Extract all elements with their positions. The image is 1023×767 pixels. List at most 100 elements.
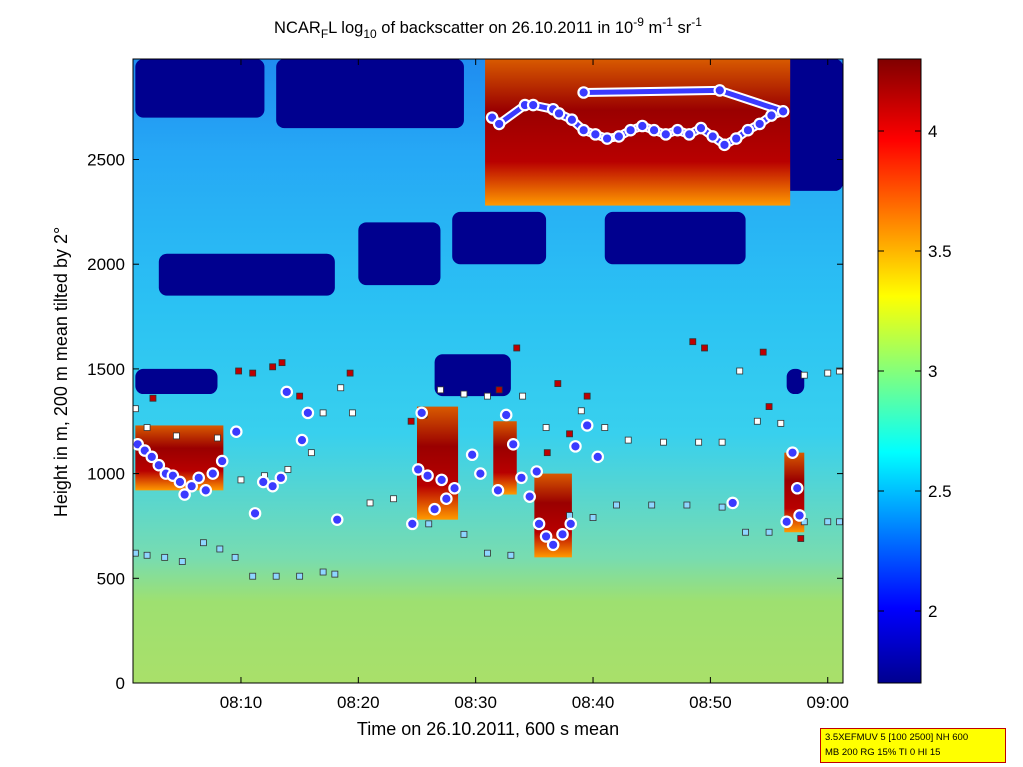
- cloud-base-point: [523, 490, 536, 503]
- cloud-base-point: [301, 406, 315, 420]
- cloud-base-point: [591, 450, 605, 464]
- cloud-base-point: [713, 84, 727, 97]
- cloud-base-point: [465, 448, 479, 462]
- layer-top-point: [824, 518, 832, 526]
- layer-top-point: [824, 369, 832, 377]
- colorbar-tick-label: 2.5: [928, 482, 952, 501]
- cloud-base-point: [564, 517, 578, 531]
- x-tick-label: 08:30: [454, 693, 497, 712]
- layer-top-point: [624, 436, 632, 444]
- cloud-base-point: [729, 132, 743, 145]
- cloud-base-point: [474, 467, 487, 480]
- cloud-base-point: [280, 385, 294, 399]
- cloud-base-point: [178, 488, 191, 501]
- colorbar-ticks: 2 2.5 3 3.5 4: [878, 122, 952, 621]
- layer-top-point: [753, 417, 761, 425]
- layer-top-point: [237, 476, 245, 484]
- layer-top-point: [269, 363, 277, 371]
- layer-top-point: [689, 338, 697, 346]
- layer-top-point: [683, 501, 691, 509]
- layer-top-point: [777, 419, 785, 427]
- layer-top-point: [601, 424, 609, 431]
- layer-top-point: [583, 392, 591, 400]
- x-tick-label: 09:00: [806, 693, 849, 712]
- cloud-base-point: [152, 458, 166, 472]
- layer-top-point: [249, 572, 257, 580]
- layer-top-point: [390, 495, 397, 503]
- layer-top-point: [736, 367, 744, 375]
- layer-top-point: [249, 369, 257, 377]
- cloud-base-point: [530, 465, 544, 478]
- layer-top-point: [319, 409, 327, 417]
- y-tick-label: 1500: [87, 360, 125, 379]
- layer-top-point: [613, 501, 620, 509]
- clear-air-patch: [780, 59, 843, 191]
- layer-top-point: [836, 367, 843, 375]
- cloud-base-point: [506, 437, 520, 451]
- cloud-base-point: [435, 473, 448, 487]
- cloud-base-point: [248, 507, 262, 520]
- cloud-base-point: [215, 454, 229, 468]
- layer-top-point: [797, 535, 805, 542]
- cloud-base-point: [741, 123, 755, 137]
- layer-top-point: [272, 572, 280, 580]
- cloud-base-point: [706, 130, 720, 143]
- layer-top-point: [554, 380, 562, 387]
- layer-top-point: [660, 438, 667, 446]
- layer-top-point: [507, 551, 515, 559]
- cloud-base-point: [780, 515, 793, 529]
- layer-top-point: [484, 549, 491, 557]
- layer-top-point: [836, 518, 843, 526]
- cloud-base-point: [577, 123, 590, 137]
- y-tick-label: 0: [116, 674, 125, 693]
- layer-top-point: [519, 392, 527, 400]
- cloud-base-point: [793, 509, 806, 522]
- cloud-base-point: [659, 128, 673, 141]
- cloud-base-point: [295, 433, 309, 447]
- cloud-base-point: [726, 496, 739, 510]
- layer-top-point: [577, 407, 585, 415]
- cloud-base-point: [428, 502, 441, 516]
- layer-top-point: [765, 403, 773, 410]
- cloud-base-point: [532, 517, 546, 531]
- cloud-base-point: [274, 471, 288, 485]
- layer-top-markers: [133, 338, 843, 580]
- info-line-2: MB 200 RG 15% TI 0 HI 15: [825, 747, 941, 758]
- layer-top-point: [460, 390, 468, 398]
- colorbar-gradient: [877, 58, 922, 684]
- cloud-base-point: [694, 121, 708, 135]
- clear-air-patch: [276, 59, 464, 129]
- layer-top-point: [319, 568, 327, 576]
- layer-top-point: [143, 424, 151, 431]
- x-tick-label: 08:40: [572, 693, 615, 712]
- layer-top-point: [235, 367, 243, 375]
- cloud-base-point: [556, 528, 569, 541]
- layer-top-point: [214, 434, 221, 442]
- cloud-base-point: [682, 128, 696, 141]
- layer-top-point: [589, 514, 597, 521]
- layer-top-point: [143, 551, 151, 559]
- cloud-base-point: [624, 123, 637, 137]
- clear-air-patch: [452, 211, 547, 265]
- cloud-base-point: [671, 123, 684, 137]
- layer-top-point: [437, 386, 444, 394]
- layer-top-point: [349, 409, 356, 417]
- colorbar-tick-label: 3.5: [928, 242, 952, 261]
- cloud-base-point: [415, 406, 428, 420]
- cloud-base-point: [718, 138, 731, 152]
- layer-top-point: [307, 449, 315, 457]
- cloud-base-point: [612, 130, 626, 143]
- cloud-base-point: [565, 113, 579, 127]
- cloud-base-point: [192, 471, 206, 485]
- layer-top-point: [161, 553, 169, 561]
- cloud-base-point: [411, 463, 425, 476]
- cloud-base-point: [580, 419, 594, 432]
- cloud-base-point: [421, 469, 434, 482]
- layer-top-point: [178, 558, 186, 565]
- layer-top-point: [425, 520, 433, 528]
- cloud-base-point: [499, 408, 513, 422]
- cloud-base-point: [786, 446, 799, 459]
- layer-top-point: [133, 405, 139, 413]
- cloud-base-point: [765, 109, 778, 122]
- clear-air-patch: [786, 368, 805, 395]
